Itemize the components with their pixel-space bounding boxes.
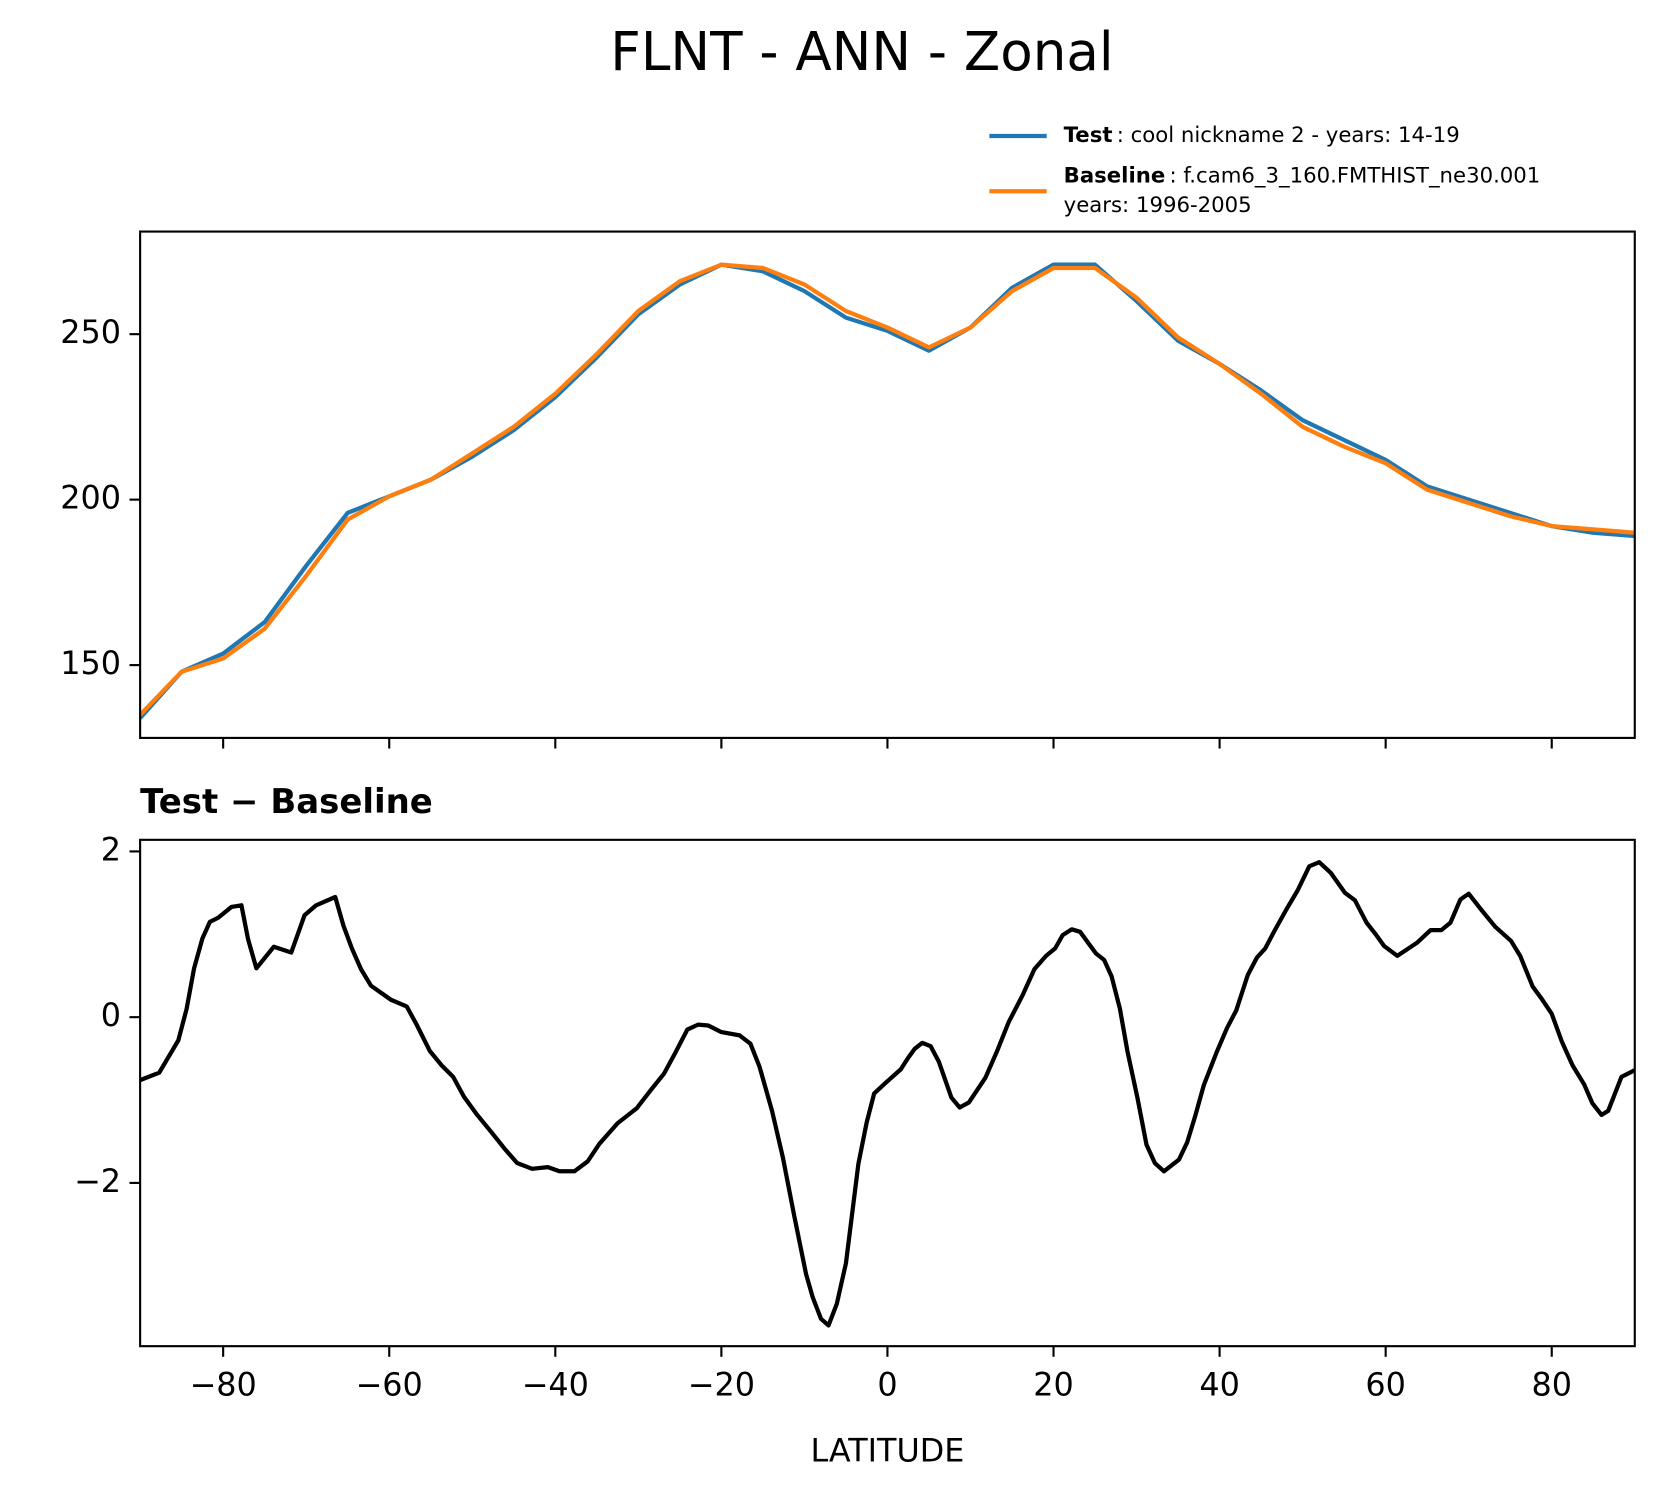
legend-text: : f.cam6_3_160.FMTHIST_ne30.001 <box>1169 163 1540 188</box>
x-axis-label: LATITUDE <box>810 1431 964 1469</box>
y-tick-label: −2 <box>74 1162 121 1200</box>
legend-name: Test <box>1064 123 1113 148</box>
x-tick-label: 0 <box>877 1366 897 1404</box>
data-line <box>140 262 1635 720</box>
legend-label: Baseline: f.cam6_3_160.FMTHIST_ne30.001 <box>1064 163 1541 188</box>
legend-label: Test: cool nickname 2 - years: 14-19 <box>1064 123 1460 148</box>
x-tick-label: 60 <box>1365 1366 1406 1404</box>
legend-text: years: 1996-2005 <box>1064 193 1252 218</box>
y-tick-label: 150 <box>60 644 121 682</box>
axes-frame <box>139 230 1636 739</box>
y-tick-label: 200 <box>60 479 121 517</box>
x-tick-label: −60 <box>356 1366 423 1404</box>
data-line <box>140 262 1635 717</box>
x-tick-label: 40 <box>1199 1366 1240 1404</box>
y-tick-label: 2 <box>101 830 121 868</box>
y-tick-label: 250 <box>60 313 121 351</box>
y-tick-label: 0 <box>101 996 121 1034</box>
x-tick-label: 20 <box>1033 1366 1074 1404</box>
axes-title: Test − Baseline <box>140 782 433 822</box>
figure-title: FLNT - ANN - Zonal <box>610 21 1113 83</box>
legend-name: Baseline <box>1064 163 1166 188</box>
legend-text: : cool nickname 2 - years: 14-19 <box>1117 123 1460 148</box>
x-tick-label: −20 <box>688 1366 755 1404</box>
x-tick-label: −80 <box>190 1366 257 1404</box>
axes-frame <box>139 838 1636 1348</box>
x-tick-label: −40 <box>522 1366 589 1404</box>
x-tick-label: 80 <box>1531 1366 1572 1404</box>
data-line <box>140 860 1635 1328</box>
